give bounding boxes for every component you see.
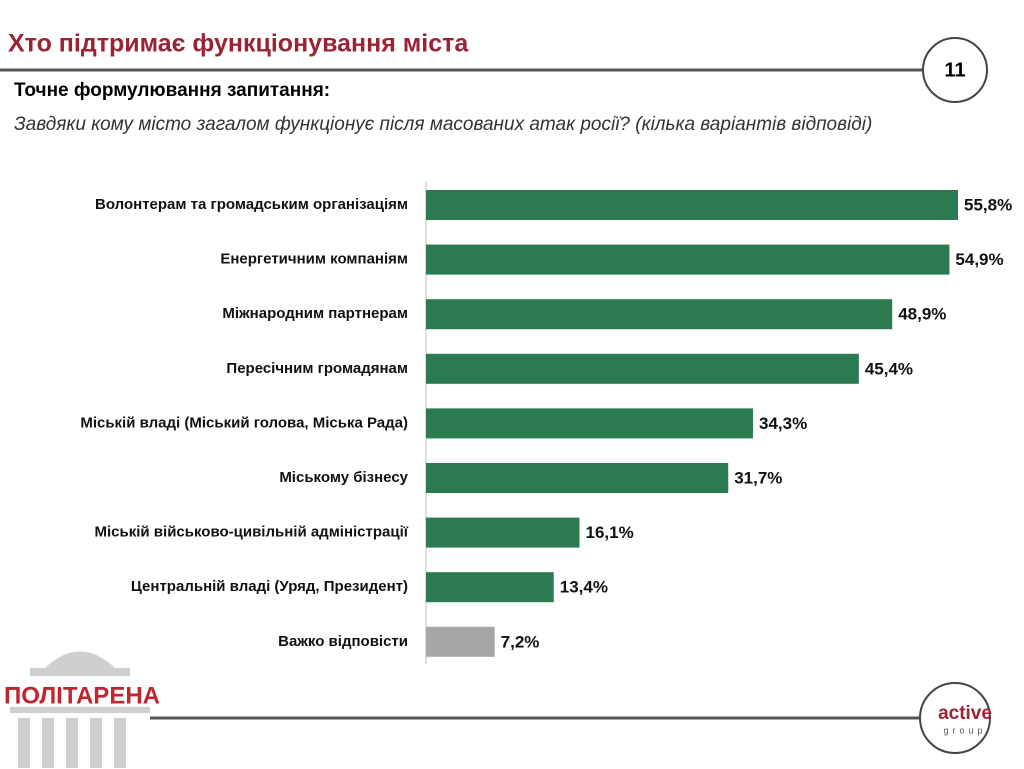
value-label: 55,8% xyxy=(964,195,1012,214)
bar xyxy=(426,244,950,275)
category-label: Важко відповісти xyxy=(278,633,408,650)
value-label: 16,1% xyxy=(585,523,633,542)
value-label: 48,9% xyxy=(898,305,946,324)
bar xyxy=(426,463,729,493)
logo-circle xyxy=(919,682,991,754)
title: Хто підтримає функціонування міста xyxy=(8,30,469,58)
value-label: 7,2% xyxy=(501,632,540,651)
category-label: Волонтерам та громадським організаціям xyxy=(95,196,408,213)
category-label: Міжнародним партнерам xyxy=(222,305,408,322)
value-label: 13,4% xyxy=(560,578,608,597)
question-text: Завдяки кому місто загалом функціонує пі… xyxy=(14,114,873,135)
bar xyxy=(426,572,554,603)
category-label: Міській владі (Міський голова, Міська Ра… xyxy=(80,414,408,431)
category-label: Пересічним громадянам xyxy=(226,360,408,377)
category-label: Міському бізнесу xyxy=(279,469,408,486)
logo-group: group xyxy=(943,725,986,735)
category-label: Міській військово-цивільній адміністраці… xyxy=(95,524,409,541)
logo-politarena: ПОЛІТАРЕНА xyxy=(4,682,160,709)
value-label: 31,7% xyxy=(734,468,782,487)
bar xyxy=(426,353,859,384)
category-label: Центральній владі (Уряд, Президент) xyxy=(131,578,408,595)
bar xyxy=(426,517,580,548)
logo-active: active xyxy=(938,703,992,724)
page-number: 11 xyxy=(944,59,965,81)
building-icon xyxy=(10,651,150,768)
question: Точне формулювання запитання: Завдяки ко… xyxy=(14,80,974,140)
category-label: Енергетичним компаніям xyxy=(220,251,408,268)
question-label: Точне формулювання запитання: xyxy=(14,80,331,101)
bar xyxy=(426,299,893,330)
value-label: 34,3% xyxy=(759,414,807,433)
bar xyxy=(426,626,495,657)
bar xyxy=(426,408,754,439)
value-label: 45,4% xyxy=(865,359,913,378)
bar xyxy=(426,190,958,220)
value-label: 54,9% xyxy=(955,250,1003,269)
page-circle xyxy=(922,37,988,103)
